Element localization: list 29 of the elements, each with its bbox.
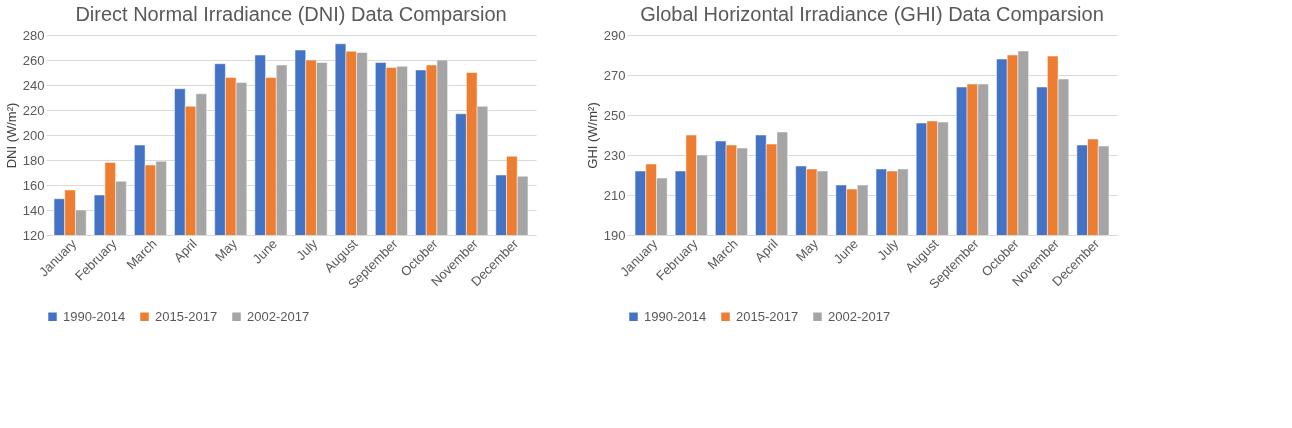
y-tick-label: 180 — [22, 152, 45, 168]
legend-label: 2015-2017 — [155, 308, 218, 324]
y-tick-label: 200 — [22, 127, 45, 143]
y-tick-label: 260 — [22, 52, 45, 68]
y-tick-label: 250 — [603, 107, 626, 123]
y-axis-title: GHI (W/m²) — [584, 102, 600, 169]
x-tick-label: July — [293, 235, 321, 264]
legend-label: 2015-2017 — [736, 308, 799, 324]
y-tick-label: 160 — [22, 177, 45, 193]
y-tick-label: 220 — [22, 102, 45, 118]
x-tick-label: May — [792, 235, 822, 265]
legend-label: 2002-2017 — [247, 308, 310, 324]
chart-title: Direct Normal Irradiance (DNI) Data Comparsion — [75, 3, 507, 25]
legend-label: 1990-2014 — [644, 308, 707, 324]
y-tick-label: 290 — [603, 27, 626, 43]
x-tick-label: July — [874, 235, 902, 264]
y-tick-label: 270 — [603, 67, 626, 83]
x-tick-label: May — [211, 235, 241, 265]
y-tick-label: 190 — [603, 227, 626, 243]
legend-label: 1990-2014 — [63, 308, 126, 324]
y-tick-label: 210 — [603, 187, 626, 203]
y-tick-label: 240 — [22, 77, 45, 93]
y-tick-label: 140 — [22, 202, 45, 218]
y-axis-title: DNI (W/m²) — [3, 102, 19, 169]
y-tick-label: 120 — [22, 227, 45, 243]
y-tick-label: 280 — [22, 27, 45, 43]
chart-title: Global Horizontal Irradiance (GHI) Data Comparsion — [640, 3, 1104, 25]
y-tick-label: 230 — [603, 147, 626, 163]
legend-label: 2002-2017 — [828, 308, 891, 324]
